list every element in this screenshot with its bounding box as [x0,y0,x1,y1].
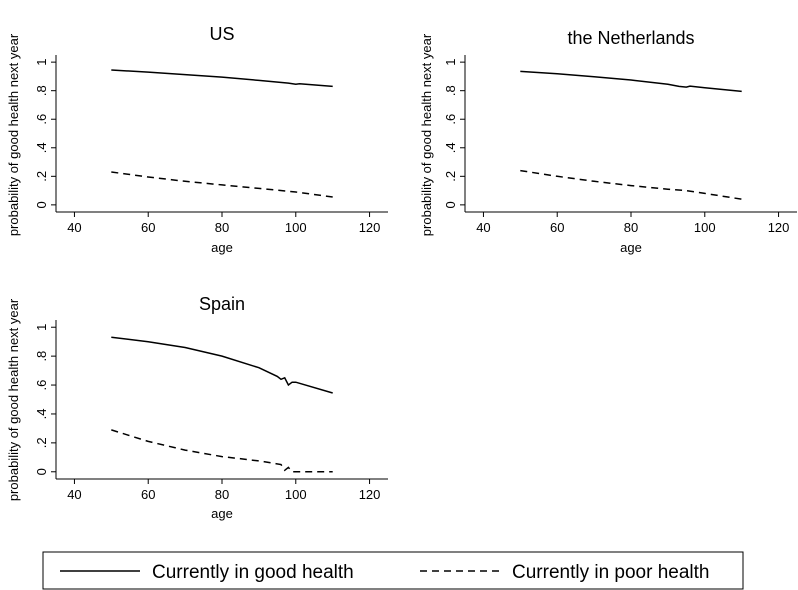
y-tick-label: .8 [34,85,49,96]
y-tick-label: .6 [34,114,49,125]
series-line-good-health [111,69,333,88]
x-tick-label: 60 [141,220,155,235]
y-tick-label: 1 [34,324,49,331]
x-tick-label: 60 [141,487,155,502]
x-tick-label: 80 [215,220,229,235]
legend-label: Currently in good health [152,562,354,583]
x-tick-label: 80 [215,487,229,502]
y-tick-label: 0 [34,468,49,475]
y-tick-label: .6 [34,380,49,391]
x-axis-label: age [620,240,642,255]
x-tick-label: 100 [694,220,716,235]
x-axis-label: age [211,506,233,521]
x-tick-label: 40 [67,220,81,235]
x-tick-label: 120 [768,220,790,235]
legend: Currently in good health Currently in poo… [42,551,744,590]
y-tick-label: 0 [443,201,458,208]
chart-panel-0: US 0 .2 .4 .6 .8 1 40 60 80 100 120 age probability o… [6,24,388,255]
y-tick-label: 1 [443,59,458,66]
x-axis-label: age [211,240,233,255]
series-line-good-health [111,336,333,394]
y-tick-label: .8 [443,85,458,96]
legend-label: Currently in poor health [512,562,710,583]
y-tick-label: .4 [443,142,458,153]
y-tick-label: .6 [443,114,458,125]
series-line-poor-health [111,171,333,198]
chart-title: US [209,24,234,44]
x-tick-label: 100 [285,487,307,502]
x-tick-label: 40 [67,487,81,502]
chart-title: Spain [199,294,245,314]
x-tick-label: 120 [359,220,381,235]
chart-title: the Netherlands [567,28,694,48]
x-tick-label: 80 [624,220,638,235]
x-tick-label: 60 [550,220,564,235]
y-axis-label: probability of good health next year [419,33,434,236]
y-tick-label: .4 [34,409,49,420]
x-tick-label: 100 [285,220,307,235]
y-tick-label: .4 [34,142,49,153]
chart-panel-1: the Netherlands 0 .2 .4 .6 .8 1 40 60 80 100 120 age… [419,28,797,255]
y-tick-label: .2 [443,171,458,182]
y-tick-label: .8 [34,351,49,362]
x-tick-label: 40 [476,220,490,235]
y-axis-label: probability of good health next year [6,298,21,501]
series-line-poor-health [520,169,742,200]
x-tick-label: 120 [359,487,381,502]
y-tick-label: 1 [34,59,49,66]
chart-panel-2: Spain 0 .2 .4 .6 .8 1 40 60 80 100 120 age probabilit… [6,294,388,521]
y-axis-label: probability of good health next year [6,33,21,236]
y-tick-label: .2 [34,171,49,182]
y-tick-label: .2 [34,437,49,448]
y-tick-label: 0 [34,201,49,208]
series-line-good-health [520,70,742,93]
series-line-poor-health [111,429,333,473]
legend-box [42,551,744,590]
